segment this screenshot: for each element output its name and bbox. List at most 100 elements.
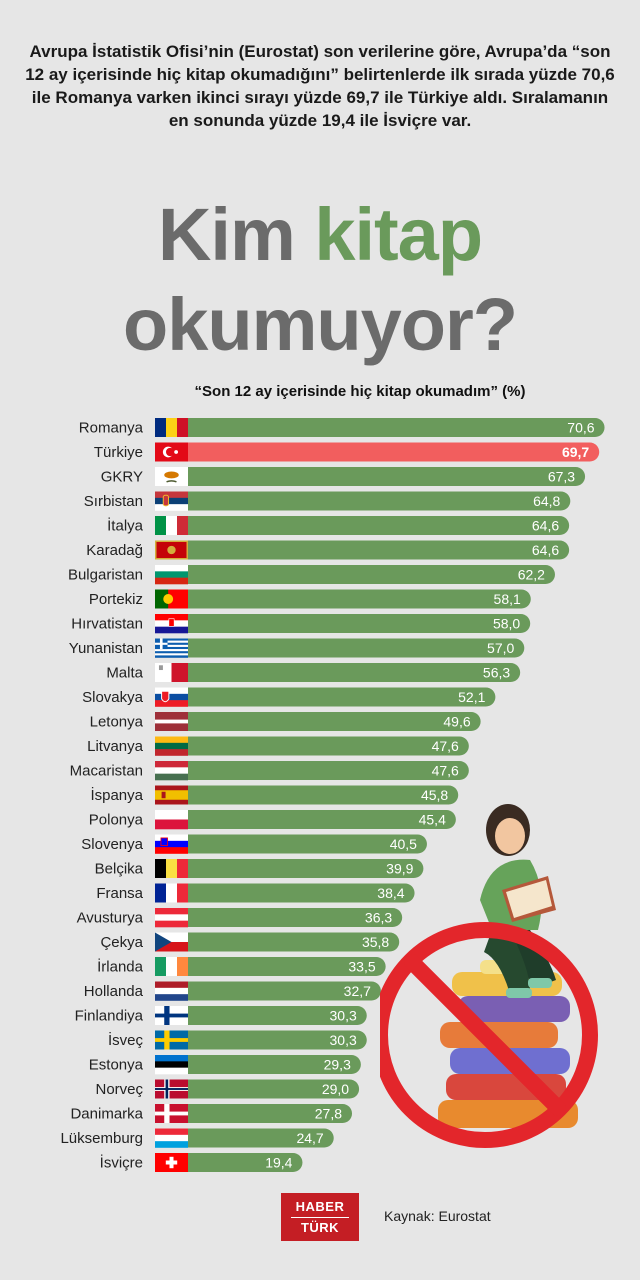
value-label-karada-: 64,6 [532, 542, 559, 558]
flag-icon-rs [155, 491, 188, 511]
value-label-portekiz: 58,1 [494, 591, 521, 607]
headline-accent: kitap [314, 193, 483, 276]
flag-icon-no [155, 1079, 188, 1099]
bar-i-svi-re [188, 1153, 303, 1172]
flag-icon-ch [155, 1153, 188, 1172]
country-label-i-rlanda: İrlanda [97, 958, 144, 976]
country-label-i-sve-: İsveç [108, 1031, 144, 1049]
flag-icon-lu [155, 1128, 188, 1148]
intro-text: Avrupa İstatistik Ofisi’nin (Eurostat) s… [25, 42, 615, 130]
bar-i-rlanda [188, 957, 386, 976]
country-label-hollanda: Hollanda [84, 983, 144, 1000]
bar-slovakya [188, 687, 496, 707]
flag-icon-cy [155, 467, 188, 486]
flag-icon-sk [155, 687, 188, 707]
country-label-danimarka: Danimarka [70, 1106, 143, 1123]
flag-icon-at [155, 908, 188, 928]
bar-fransa [188, 883, 415, 903]
bar-estonya [188, 1055, 361, 1074]
flag-icon-si [155, 834, 188, 854]
value-label-i-spanya: 45,8 [421, 787, 448, 803]
value-label-finlandiya: 30,3 [330, 1008, 357, 1024]
bar-yunanistan [188, 638, 525, 658]
country-label-slovakya: Slovakya [82, 689, 144, 706]
bar-hollanda [188, 981, 381, 1001]
flag-icon-tr [155, 442, 188, 462]
bar-karada- [188, 540, 570, 560]
value-label-i-rlanda: 33,5 [348, 959, 375, 975]
flag-icon-ro [155, 418, 189, 437]
country-label-i-spanya: İspanya [90, 786, 143, 804]
country-label-norve-: Norveç [95, 1081, 143, 1098]
bar-i-spanya [188, 785, 459, 805]
value-label-estonya: 29,3 [324, 1057, 351, 1073]
bar--ekya [188, 932, 400, 952]
haberturk-logo: HABER TÜRK [281, 1193, 359, 1241]
value-label-danimarka: 27,8 [315, 1106, 342, 1122]
flag-icon-fi [155, 1006, 188, 1025]
bar-bel-ika [188, 859, 424, 878]
country-label-finlandiya: Finlandiya [75, 1008, 144, 1025]
headline: Kim kitap okumuyor? [0, 190, 640, 370]
country-label-avusturya: Avusturya [77, 910, 144, 927]
flag-icon-ee [155, 1055, 188, 1075]
flag-icon-be [155, 859, 189, 878]
bar-l-ksemburg [188, 1128, 334, 1148]
bar-slovenya [188, 834, 427, 854]
chart-title: “Son 12 ay içerisinde hiç kitap okumadım… [194, 383, 526, 400]
value-label-h-rvatistan: 58,0 [493, 616, 520, 632]
bar-danimarka [188, 1104, 353, 1123]
bar-chart: Romanya 70,6 Türkiye 69,7 GKRY 67,3 Sırbistan 6… [60, 418, 605, 1172]
value-label-macaristan: 47,6 [432, 763, 459, 779]
flag-icon-dk [155, 1104, 188, 1123]
country-label-slovenya: Slovenya [81, 836, 143, 853]
logo-divider [291, 1216, 349, 1218]
value-label-gkry: 67,3 [548, 469, 575, 485]
country-label-yunanistan: Yunanistan [69, 640, 143, 657]
value-label-slovakya: 52,1 [458, 689, 485, 705]
country-label-h-rvatistan: Hırvatistan [71, 616, 143, 633]
bar-norve- [188, 1079, 360, 1099]
country-label-bulgaristan: Bulgaristan [68, 567, 143, 584]
country-label-portekiz: Portekiz [89, 591, 143, 608]
logo-top-text: HABER [295, 1198, 345, 1214]
flag-icon-ie [155, 957, 189, 976]
country-label-macaristan: Macaristan [70, 763, 143, 780]
value-label-yunanistan: 57,0 [487, 640, 514, 656]
country-label-gkry: GKRY [101, 469, 143, 486]
country-label-litvanya: Litvanya [87, 738, 144, 755]
value-label-s-rbistan: 64,8 [533, 493, 560, 509]
country-label--ekya: Çekya [100, 934, 143, 951]
value-label-bel-ika: 39,9 [386, 861, 413, 877]
value-label-bulgaristan: 62,2 [518, 567, 545, 583]
flag-icon-gr [155, 638, 188, 658]
country-label-t-rkiye: Türkiye [94, 444, 143, 461]
country-label-polonya: Polonya [89, 812, 144, 829]
bar-litvanya [188, 736, 469, 756]
country-label-romanya: Romanya [79, 420, 144, 437]
country-label-s-rbistan: Sırbistan [84, 493, 143, 510]
logo-bottom-text: TÜRK [300, 1219, 340, 1235]
bar-avusturya [188, 908, 403, 927]
flag-icon-se [155, 1030, 188, 1050]
flag-icon-lv [155, 712, 188, 731]
country-label-i-svi-re: İsviçre [100, 1154, 143, 1172]
country-label-malta: Malta [106, 665, 143, 682]
flag-icon-nl [155, 981, 188, 1001]
girl-reading-on-books-prohibited-icon [380, 804, 598, 1148]
flag-icon-hu [155, 761, 188, 781]
value-label-l-ksemburg: 24,7 [296, 1130, 323, 1146]
country-label-letonya: Letonya [90, 714, 144, 731]
bar-letonya [188, 712, 481, 731]
flag-icon-bg [155, 565, 188, 585]
value-label-i-svi-re: 19,4 [265, 1155, 292, 1171]
bar-malta [188, 663, 521, 682]
bar-bulgaristan [188, 565, 555, 584]
value-label--ekya: 35,8 [362, 934, 389, 950]
value-label-litvanya: 47,6 [432, 738, 459, 754]
bar-polonya [188, 810, 456, 829]
bar-t-rkiye [188, 442, 600, 462]
country-label-karada-: Karadağ [86, 542, 143, 559]
flag-icon-mt [155, 663, 189, 682]
value-label-fransa: 38,4 [377, 885, 404, 901]
